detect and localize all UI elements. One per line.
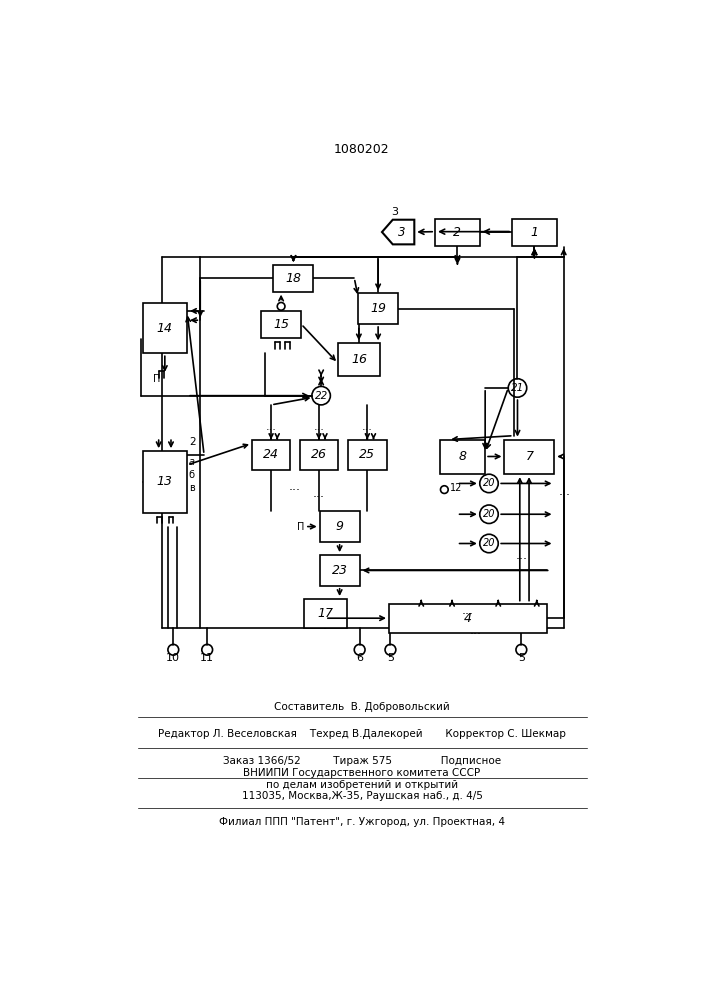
- Bar: [504, 440, 554, 474]
- Bar: [274, 265, 313, 292]
- Text: б: б: [189, 470, 195, 480]
- Text: 9: 9: [336, 520, 344, 533]
- Text: 22: 22: [315, 391, 328, 401]
- Text: 18: 18: [286, 272, 301, 285]
- Bar: [300, 440, 338, 470]
- Text: 26: 26: [311, 448, 327, 461]
- Text: 17: 17: [317, 607, 334, 620]
- Text: 5: 5: [387, 653, 394, 663]
- Text: по делам изобретений и открытий: по делам изобретений и открытий: [266, 780, 458, 790]
- Text: 15: 15: [273, 318, 289, 331]
- Text: a: a: [189, 457, 194, 467]
- Text: 12: 12: [450, 483, 462, 493]
- Text: 20: 20: [483, 478, 495, 488]
- Text: 2: 2: [189, 437, 196, 447]
- Bar: [143, 303, 187, 353]
- Text: ...: ...: [288, 480, 300, 493]
- Text: 1: 1: [530, 226, 539, 239]
- Text: 16: 16: [351, 353, 367, 366]
- Text: 4: 4: [464, 612, 472, 625]
- Text: ...: ...: [469, 624, 481, 637]
- Bar: [320, 555, 360, 586]
- Text: 14: 14: [157, 322, 173, 335]
- Bar: [512, 219, 557, 246]
- Bar: [440, 440, 485, 474]
- Bar: [389, 604, 547, 633]
- Bar: [320, 511, 360, 542]
- Text: 10: 10: [166, 653, 180, 663]
- Text: 23: 23: [332, 564, 348, 577]
- Text: 6: 6: [356, 653, 363, 663]
- Bar: [304, 599, 346, 628]
- Text: ...: ...: [312, 487, 325, 500]
- Text: 1080202: 1080202: [334, 143, 390, 156]
- Text: 3: 3: [398, 226, 406, 239]
- Text: ...: ...: [266, 422, 276, 432]
- Text: 13: 13: [157, 475, 173, 488]
- Text: 25: 25: [359, 448, 375, 461]
- Bar: [338, 343, 380, 376]
- Text: ...: ...: [313, 422, 325, 432]
- Text: Составитель  В. Добровольский: Составитель В. Добровольский: [274, 702, 450, 712]
- Text: Π: Π: [153, 374, 160, 384]
- Text: 20: 20: [483, 538, 495, 548]
- Text: 20: 20: [483, 509, 495, 519]
- Text: 2: 2: [453, 226, 462, 239]
- Text: 113035, Москва,Ж-35, Раушская наб., д. 4/5: 113035, Москва,Ж-35, Раушская наб., д. 4…: [242, 791, 482, 801]
- Text: 8: 8: [459, 450, 467, 463]
- Text: 11: 11: [200, 653, 214, 663]
- Text: Π: Π: [297, 522, 305, 532]
- Text: Филиал ППП "Патент", г. Ужгород, ул. Проектная, 4: Филиал ППП "Патент", г. Ужгород, ул. Про…: [219, 817, 505, 827]
- Text: ...: ...: [462, 604, 474, 617]
- Bar: [435, 219, 480, 246]
- Text: Заказ 1366/52          Тираж 575               Подписное: Заказ 1366/52 Тираж 575 Подписное: [223, 756, 501, 766]
- Bar: [143, 451, 187, 513]
- Text: ...: ...: [559, 485, 571, 498]
- Text: ВНИИПИ Государственного комитета СССР: ВНИИПИ Государственного комитета СССР: [243, 768, 481, 778]
- Text: Редактор Л. Веселовская    Техред В.Далекорей       Корректор С. Шекмар: Редактор Л. Веселовская Техред В.Далекор…: [158, 729, 566, 739]
- Text: 7: 7: [525, 450, 533, 463]
- Text: 5: 5: [518, 653, 525, 663]
- Text: 3: 3: [391, 207, 398, 217]
- Text: ...: ...: [515, 549, 527, 562]
- Bar: [252, 440, 291, 470]
- Bar: [261, 311, 301, 338]
- Bar: [348, 440, 387, 470]
- Text: в: в: [189, 483, 194, 493]
- Text: 19: 19: [370, 302, 386, 315]
- Text: ...: ...: [362, 422, 373, 432]
- Text: 24: 24: [263, 448, 279, 461]
- Text: 21: 21: [511, 383, 524, 393]
- Bar: [358, 293, 398, 324]
